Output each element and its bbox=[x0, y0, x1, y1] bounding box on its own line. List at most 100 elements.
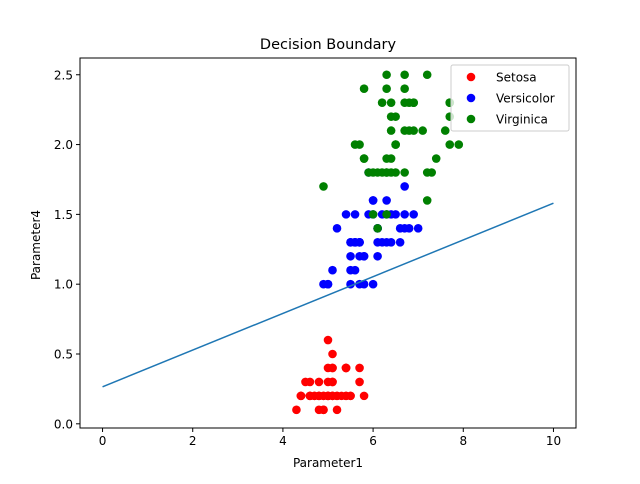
data-point bbox=[422, 168, 432, 177]
data-point bbox=[386, 112, 396, 121]
data-point bbox=[346, 265, 355, 275]
data-point bbox=[341, 363, 351, 373]
data-point bbox=[328, 349, 337, 359]
x-tick-label: 6 bbox=[369, 434, 377, 448]
y-axis-label: Parameter4 bbox=[29, 210, 43, 280]
y-tick-label: 1.0 bbox=[54, 278, 73, 292]
data-point bbox=[445, 140, 455, 149]
data-point bbox=[409, 210, 418, 219]
legend-marker bbox=[466, 114, 476, 124]
data-point bbox=[341, 210, 351, 219]
data-point bbox=[454, 140, 464, 149]
x-axis-label: Parameter1 bbox=[293, 456, 363, 470]
data-point bbox=[346, 251, 355, 261]
boundary-line bbox=[102, 202, 554, 388]
axis-ticks: 0 2 4 6 8 10 0.0 0.5 1.0 1.5 2.0 2.5 bbox=[54, 68, 561, 448]
data-point bbox=[323, 377, 333, 387]
data-point bbox=[323, 279, 333, 289]
data-point bbox=[319, 182, 328, 191]
data-point bbox=[382, 70, 391, 80]
data-point bbox=[359, 154, 369, 163]
y-tick-label: 0.0 bbox=[54, 417, 73, 431]
data-point bbox=[301, 377, 310, 387]
data-point bbox=[382, 154, 391, 163]
legend-box bbox=[450, 64, 570, 132]
x-tick-label: 2 bbox=[189, 434, 197, 448]
data-point bbox=[422, 70, 432, 80]
data-point bbox=[296, 391, 306, 401]
x-tick-label: 8 bbox=[459, 434, 467, 448]
data-point bbox=[413, 224, 423, 233]
y-tick-label: 1.5 bbox=[54, 208, 73, 222]
data-point bbox=[395, 224, 405, 233]
data-point bbox=[350, 210, 360, 219]
data-point bbox=[386, 98, 396, 107]
data-point bbox=[314, 377, 324, 387]
x-tick-label: 0 bbox=[99, 434, 107, 448]
data-point bbox=[377, 98, 387, 107]
y-tick-label: 2.5 bbox=[54, 68, 73, 82]
data-point bbox=[440, 126, 450, 135]
data-point bbox=[395, 238, 405, 247]
data-point bbox=[382, 84, 391, 94]
data-point bbox=[346, 391, 355, 401]
data-point bbox=[323, 391, 333, 401]
data-point bbox=[409, 126, 418, 135]
data-point bbox=[382, 210, 391, 219]
data-point bbox=[400, 98, 409, 107]
data-point bbox=[373, 251, 382, 261]
data-point bbox=[292, 405, 301, 415]
data-point bbox=[355, 363, 364, 373]
legend-label: Virginica bbox=[496, 113, 548, 127]
data-point bbox=[377, 238, 387, 247]
data-point bbox=[368, 196, 378, 205]
data-point bbox=[400, 126, 409, 135]
legend-marker bbox=[466, 72, 476, 82]
data-point bbox=[350, 140, 360, 149]
y-tick-label: 0.5 bbox=[54, 348, 73, 362]
data-point bbox=[418, 126, 427, 135]
chart-title: Decision Boundary bbox=[260, 37, 397, 53]
data-point bbox=[359, 391, 369, 401]
data-point bbox=[431, 154, 441, 163]
data-point bbox=[328, 265, 337, 275]
data-point bbox=[337, 391, 346, 401]
data-point bbox=[305, 391, 315, 401]
decision-boundary bbox=[102, 202, 554, 388]
data-point bbox=[368, 210, 378, 219]
data-point bbox=[400, 168, 409, 177]
series-setosa bbox=[292, 335, 369, 415]
legend-marker bbox=[466, 93, 476, 103]
data-point bbox=[382, 196, 391, 205]
data-point bbox=[400, 210, 409, 219]
data-points bbox=[292, 70, 464, 415]
data-point bbox=[391, 210, 400, 219]
axes-frame bbox=[79, 57, 577, 429]
data-point bbox=[391, 140, 400, 149]
legend-label: Versicolor bbox=[496, 92, 555, 106]
data-point bbox=[332, 405, 342, 415]
legend: Setosa Versicolor Virginica bbox=[450, 64, 570, 132]
y-tick-label: 2.0 bbox=[54, 138, 73, 152]
data-point bbox=[355, 238, 364, 247]
x-tick-label: 4 bbox=[279, 434, 287, 448]
data-point bbox=[364, 168, 373, 177]
data-point bbox=[323, 335, 333, 345]
data-point bbox=[400, 182, 409, 191]
data-point bbox=[404, 224, 414, 233]
x-tick-label: 10 bbox=[546, 434, 561, 448]
data-point bbox=[359, 84, 369, 94]
data-point bbox=[332, 224, 342, 233]
data-point bbox=[368, 279, 378, 289]
data-point bbox=[400, 84, 409, 94]
data-point bbox=[328, 363, 337, 373]
series-virginica bbox=[319, 70, 464, 233]
data-point bbox=[373, 224, 382, 233]
data-point bbox=[422, 196, 432, 205]
data-point bbox=[319, 405, 328, 415]
data-point bbox=[400, 70, 409, 80]
legend-label: Setosa bbox=[496, 71, 537, 85]
data-point bbox=[355, 251, 364, 261]
